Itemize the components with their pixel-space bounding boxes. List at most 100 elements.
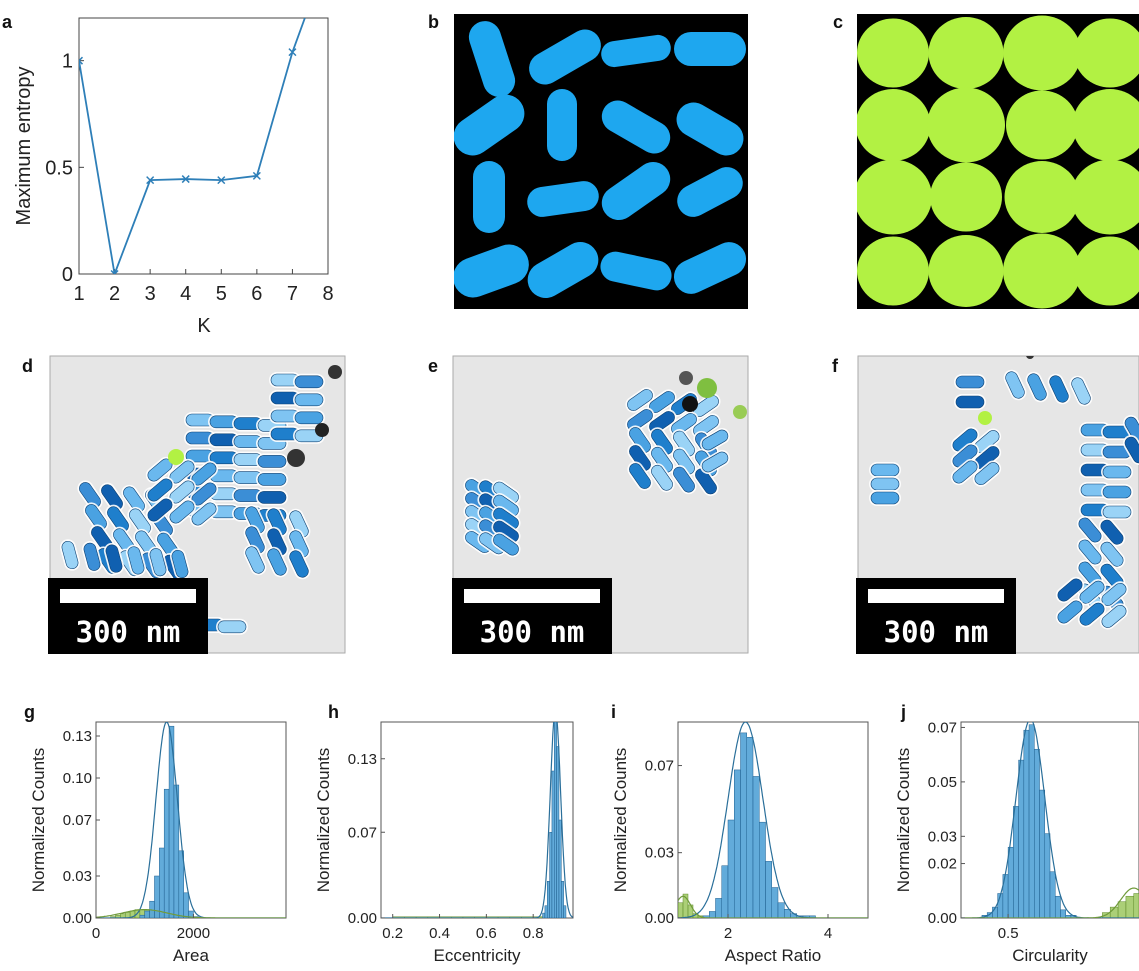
rod-template	[601, 34, 671, 68]
chart-j-ytick-label: 0.03	[928, 828, 957, 845]
sphere-template	[927, 87, 1005, 163]
sphere-template	[1006, 90, 1078, 160]
chart-a-ylabel: Maximum entropy	[13, 67, 35, 226]
em-rod	[1079, 602, 1105, 626]
panel-b-rod-templates	[454, 14, 748, 309]
em-rod	[673, 448, 695, 475]
sphere-template	[857, 236, 929, 306]
chart-i-bar	[709, 911, 716, 918]
rod-template	[601, 100, 671, 154]
chart-a-data-point	[110, 269, 119, 274]
chart-g-xtick-label: 2000	[177, 925, 210, 942]
em-rod	[673, 430, 695, 457]
chart-h-bar	[561, 881, 564, 918]
em-rod	[870, 463, 900, 477]
chart-g-xlabel: Area	[173, 946, 209, 965]
em-rod	[1078, 539, 1102, 565]
chart-j-bar	[1028, 724, 1035, 918]
chart-h-xtick-label: 0.6	[476, 925, 497, 942]
chart-a-xtick-label: 6	[251, 283, 262, 305]
chart-a-series-line	[79, 18, 306, 274]
em-rod	[147, 478, 173, 502]
em-rod	[289, 510, 309, 538]
sphere-template	[930, 162, 1002, 232]
chart-h-bar	[542, 912, 546, 918]
em-rod	[1057, 600, 1083, 624]
rod-template	[547, 89, 577, 161]
panel-e-scalebar-label: 300 nm	[480, 615, 585, 649]
em-rod	[701, 451, 729, 473]
em-rod	[294, 375, 324, 389]
em-rod	[1101, 604, 1127, 628]
em-rod	[294, 411, 324, 425]
chart-j-bar	[1034, 748, 1040, 918]
em-rod	[955, 375, 985, 389]
chart-h-bar	[546, 881, 550, 918]
sphere-template	[928, 17, 1004, 89]
chart-a-axes-frame	[78, 17, 329, 275]
rod-template	[454, 94, 525, 156]
em-rod	[651, 464, 673, 491]
chart-i-xtick-label: 2	[724, 925, 732, 942]
em-rod	[61, 540, 79, 570]
panel-b-rods	[454, 21, 747, 298]
chart-h-bar	[563, 905, 567, 918]
chart-g-xtick-label: 0	[92, 925, 100, 942]
chart-j-bar	[1007, 846, 1014, 918]
panel-label-a: a	[2, 12, 13, 32]
chart-j-ylabel: Normalized Counts	[894, 748, 913, 893]
em-rod	[217, 620, 247, 634]
chart-j-bar	[1013, 806, 1019, 918]
chart-g-axes-frame	[95, 721, 287, 919]
chart-g-bar	[178, 850, 184, 918]
chart-h-ylabel: Normalized Counts	[314, 748, 333, 893]
chart-i-bar	[678, 902, 684, 918]
chart-j-bar	[1054, 895, 1061, 918]
em-rod	[695, 468, 717, 495]
chart-i-bar	[740, 732, 747, 918]
em-rod	[629, 427, 651, 453]
chart-a-xtick-label: 8	[322, 283, 333, 305]
panel-d-particles	[59, 365, 342, 635]
chart-i-ytick-label: 0.00	[645, 910, 674, 927]
chart-a-ytick-label: 0	[62, 264, 73, 286]
chart-g-ytick-label: 0.07	[63, 812, 92, 829]
em-rod	[267, 508, 287, 536]
chart-j-fit-curve	[961, 722, 1139, 918]
em-rod	[651, 428, 673, 455]
em-rod	[1027, 373, 1047, 401]
em-sphere	[1026, 356, 1034, 359]
panel-d-scalebar-label: 300 nm	[76, 615, 181, 649]
em-rod	[955, 395, 985, 409]
chart-g-bar	[139, 914, 145, 918]
chart-i-bar	[759, 821, 766, 918]
chart-i-bar	[721, 865, 729, 918]
em-rod	[1102, 505, 1132, 519]
chart-g-bar	[144, 910, 150, 918]
em-rod	[952, 460, 978, 484]
chart-h-ytick-label: 0.07	[348, 824, 377, 841]
chart-a-xtick-label: 2	[109, 283, 120, 305]
chart-g-bar	[163, 788, 170, 918]
chart-a-data-point	[217, 176, 226, 185]
sphere-template	[1074, 18, 1139, 88]
chart-i-ytick-label: 0.07	[645, 758, 674, 775]
chart-g-plot-area	[96, 722, 286, 918]
chart-j-bar	[1023, 729, 1030, 918]
panel-f-scalebar	[868, 589, 1004, 603]
rod-template	[674, 32, 746, 66]
chart-i-ylabel: Normalized Counts	[611, 748, 630, 893]
chart-h-bar	[558, 819, 562, 918]
chart-i-bar	[715, 898, 722, 918]
em-rod	[629, 445, 651, 471]
panel-e-particles	[463, 371, 747, 558]
em-rod	[1049, 375, 1069, 403]
chart-a-max-entropy: 1 2 3 4 5 6 7 8 0 0.5 1 K Maximum entropy	[13, 17, 334, 337]
chart-h-xtick-label: 0.4	[429, 925, 450, 942]
em-rod	[1078, 517, 1102, 543]
chart-i-xlabel: Aspect Ratio	[725, 946, 821, 965]
chart-h-xtick-label: 0.2	[382, 925, 403, 942]
panel-label-g: g	[24, 702, 35, 722]
em-rod	[294, 393, 324, 407]
em-dark-particle	[682, 396, 698, 412]
